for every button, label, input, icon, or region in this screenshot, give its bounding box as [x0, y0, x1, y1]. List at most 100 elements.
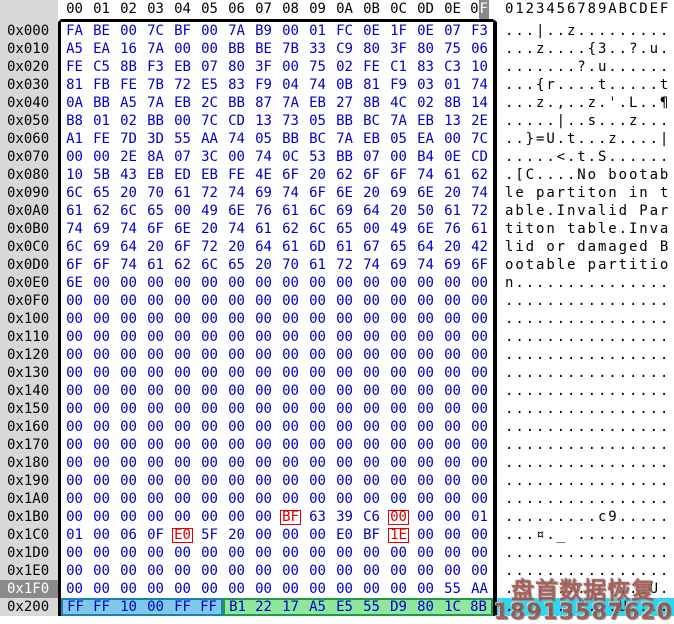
byte-cell[interactable]: 00 — [385, 580, 412, 598]
byte-cell[interactable]: 7A — [277, 94, 304, 112]
byte-cell[interactable]: 00 — [88, 544, 115, 562]
byte-cell[interactable]: 80 — [412, 598, 439, 616]
ascii-text[interactable]: .....<.t.S...... — [505, 149, 671, 165]
byte-cell[interactable]: 00 — [277, 400, 304, 418]
byte-cell[interactable]: 00 — [358, 310, 385, 328]
byte-cell[interactable]: 00 — [304, 418, 331, 436]
byte-cell[interactable]: 8B — [466, 598, 493, 616]
ascii-text[interactable]: .........c9..... — [505, 509, 671, 525]
byte-cell[interactable]: 10 — [115, 598, 142, 616]
byte-cell[interactable]: 00 — [412, 454, 439, 472]
byte-cell[interactable]: 00 — [115, 310, 142, 328]
byte-cell[interactable]: 00 — [304, 454, 331, 472]
ascii-text[interactable]: ................ — [505, 473, 671, 489]
ascii-text[interactable]: able.Invalid Par — [505, 203, 671, 219]
byte-cell[interactable]: 00 — [358, 544, 385, 562]
ascii-text[interactable]: ................ — [505, 311, 671, 327]
byte-cell[interactable]: 83 — [223, 76, 250, 94]
ascii-text[interactable]: ................ — [505, 293, 671, 309]
byte-cell[interactable]: 00 — [385, 292, 412, 310]
byte-cell[interactable]: 6E — [412, 220, 439, 238]
byte-cell[interactable]: 80 — [223, 58, 250, 76]
byte-cell[interactable]: 69 — [385, 184, 412, 202]
byte-cell[interactable]: 74 — [304, 76, 331, 94]
byte-cell[interactable]: 00 — [277, 562, 304, 580]
byte-cell[interactable]: 6F — [61, 256, 88, 274]
byte-cell[interactable]: 00 — [115, 382, 142, 400]
byte-cell[interactable]: 00 — [466, 544, 493, 562]
byte-cell[interactable]: CD — [223, 112, 250, 130]
byte-cell[interactable]: 00 — [439, 292, 466, 310]
byte-cell[interactable]: 69 — [250, 184, 277, 202]
byte-cell[interactable]: 00 — [331, 346, 358, 364]
byte-cell[interactable]: 00 — [385, 508, 412, 526]
byte-cell[interactable]: FF — [196, 598, 223, 616]
byte-cell[interactable]: 64 — [115, 238, 142, 256]
byte-cell[interactable]: 42 — [466, 238, 493, 256]
byte-cell[interactable]: 00 — [169, 310, 196, 328]
byte-cell[interactable]: FE — [358, 58, 385, 76]
byte-cell[interactable]: 00 — [115, 490, 142, 508]
ascii-text[interactable]: ...z....{3..?.u. — [505, 41, 671, 57]
byte-cell[interactable]: 3D — [142, 130, 169, 148]
byte-cell[interactable]: 00 — [88, 418, 115, 436]
byte-cell[interactable]: 00 — [223, 310, 250, 328]
byte-cell[interactable]: 00 — [385, 364, 412, 382]
byte-cell[interactable]: A5 — [61, 40, 88, 58]
byte-cell[interactable]: 05 — [250, 130, 277, 148]
byte-cell[interactable]: 00 — [250, 472, 277, 490]
ascii-text[interactable]: ................ — [505, 455, 671, 471]
ascii-text[interactable]: ...{r....t.....t — [505, 77, 671, 93]
byte-cell[interactable]: AA — [466, 580, 493, 598]
byte-cell[interactable]: 74 — [466, 76, 493, 94]
byte-cell[interactable]: 00 — [385, 346, 412, 364]
byte-cell[interactable]: 6F — [142, 220, 169, 238]
byte-cell[interactable]: 53 — [304, 148, 331, 166]
byte-cell[interactable]: 00 — [250, 274, 277, 292]
byte-cell[interactable]: 00 — [88, 580, 115, 598]
byte-cell[interactable]: 00 — [169, 400, 196, 418]
byte-cell[interactable]: 00 — [277, 454, 304, 472]
byte-cell[interactable]: 00 — [277, 346, 304, 364]
byte-cell[interactable]: 00 — [196, 40, 223, 58]
ascii-text[interactable]: ..............U. — [505, 581, 671, 597]
byte-cell[interactable]: 65 — [385, 238, 412, 256]
byte-cell[interactable]: 65 — [331, 220, 358, 238]
byte-cell[interactable]: 00 — [385, 274, 412, 292]
byte-cell[interactable]: 00 — [196, 400, 223, 418]
byte-cell[interactable]: 00 — [331, 310, 358, 328]
byte-cell[interactable]: B1 — [223, 598, 250, 616]
byte-cell[interactable]: 00 — [331, 400, 358, 418]
byte-cell[interactable]: 00 — [358, 490, 385, 508]
byte-cell[interactable]: BB — [223, 94, 250, 112]
byte-cell[interactable]: 00 — [331, 454, 358, 472]
byte-cell[interactable]: 00 — [412, 418, 439, 436]
ascii-text[interactable]: ootable partitio — [505, 257, 671, 273]
byte-cell[interactable]: 00 — [304, 310, 331, 328]
byte-cell[interactable]: 00 — [304, 580, 331, 598]
byte-cell[interactable]: 06 — [115, 526, 142, 544]
byte-cell[interactable]: 69 — [88, 220, 115, 238]
byte-cell[interactable]: 72 — [196, 184, 223, 202]
byte-cell[interactable]: 00 — [304, 382, 331, 400]
ascii-text[interactable]: ...z.,..z.'.L..¶ — [505, 95, 671, 111]
byte-cell[interactable]: BC — [304, 130, 331, 148]
byte-cell[interactable]: 65 — [223, 256, 250, 274]
byte-cell[interactable]: 01 — [304, 22, 331, 40]
byte-cell[interactable]: 00 — [466, 490, 493, 508]
byte-cell[interactable]: 6C — [196, 256, 223, 274]
byte-cell[interactable]: 20 — [304, 166, 331, 184]
byte-cell[interactable]: 20 — [358, 184, 385, 202]
byte-cell[interactable]: F3 — [142, 58, 169, 76]
byte-cell[interactable]: 00 — [358, 274, 385, 292]
byte-cell[interactable]: 70 — [142, 184, 169, 202]
byte-cell[interactable]: AA — [196, 130, 223, 148]
byte-cell[interactable]: 6E — [412, 184, 439, 202]
byte-cell[interactable]: 00 — [412, 472, 439, 490]
byte-cell[interactable]: 00 — [277, 292, 304, 310]
byte-cell[interactable]: 00 — [142, 598, 169, 616]
byte-cell[interactable]: 7B — [142, 76, 169, 94]
byte-cell[interactable]: 00 — [250, 454, 277, 472]
byte-cell[interactable]: 74 — [223, 220, 250, 238]
byte-cell[interactable]: 6F — [88, 256, 115, 274]
